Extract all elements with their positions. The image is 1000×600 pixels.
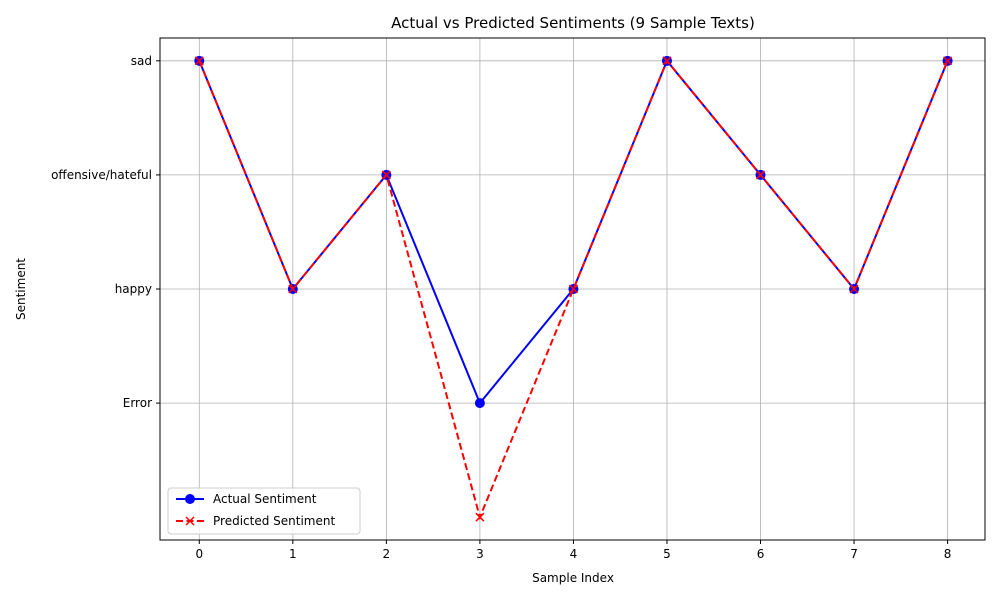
x-tick-label: 0 <box>195 547 203 561</box>
x-axis-label: Sample Index <box>532 571 614 585</box>
data-point-predicted-sentiment <box>849 284 859 294</box>
x-marker-stroke <box>849 284 859 294</box>
y-axis-label: Sentiment <box>14 258 28 320</box>
legend-marker-actual <box>185 494 195 504</box>
y-tick-label: Error <box>123 396 152 410</box>
x-tick-label: 1 <box>289 547 297 561</box>
data-point-predicted-sentiment <box>475 512 485 522</box>
chart-title: Actual vs Predicted Sentiments (9 Sample… <box>391 14 755 32</box>
x-marker-stroke <box>755 170 766 180</box>
legend-box <box>167 487 361 535</box>
data-point-predicted-sentiment <box>755 170 766 180</box>
x-tick-label: 3 <box>476 547 484 561</box>
x-marker-stroke <box>662 56 672 66</box>
data-point-actual-sentiment <box>474 398 485 409</box>
y-tick-label: happy <box>115 282 152 296</box>
data-point-predicted-sentiment <box>943 56 953 66</box>
x-tick-label: 4 <box>570 547 578 561</box>
series-layer <box>194 55 953 522</box>
x-tick-label: 8 <box>944 547 952 561</box>
x-tick-label: 5 <box>663 547 671 561</box>
x-marker-stroke <box>943 56 953 66</box>
x-marker-stroke <box>185 516 195 526</box>
x-marker-stroke <box>288 284 298 294</box>
ticks: 0 1 2 3 4 5 6 7 8 Error happy offensive/hateful sad <box>51 54 951 561</box>
data-point-predicted-sentiment <box>568 284 578 294</box>
legend: Actual Sentiment Predicted Sentiment <box>167 487 361 535</box>
data-point-predicted-sentiment <box>662 56 672 66</box>
legend-label-predicted: Predicted Sentiment <box>213 514 335 528</box>
data-point-predicted-sentiment <box>194 56 204 66</box>
x-marker-stroke <box>381 170 391 180</box>
data-point-predicted-sentiment <box>381 170 391 180</box>
series-line-predicted-sentiment <box>198 58 949 521</box>
x-tick-label: 7 <box>850 547 858 561</box>
x-marker-stroke <box>194 56 204 66</box>
legend-marker-predicted <box>185 516 195 526</box>
legend-label-actual: Actual Sentiment <box>213 492 317 506</box>
y-tick-label: offensive/hateful <box>51 168 152 182</box>
x-tick-label: 2 <box>383 547 391 561</box>
x-marker-stroke <box>568 284 578 294</box>
data-point-predicted-sentiment <box>288 284 298 294</box>
legend-x-marker <box>185 516 195 526</box>
y-tick-label: sad <box>131 54 152 68</box>
x-tick-label: 6 <box>757 547 765 561</box>
x-marker-stroke <box>475 512 485 522</box>
